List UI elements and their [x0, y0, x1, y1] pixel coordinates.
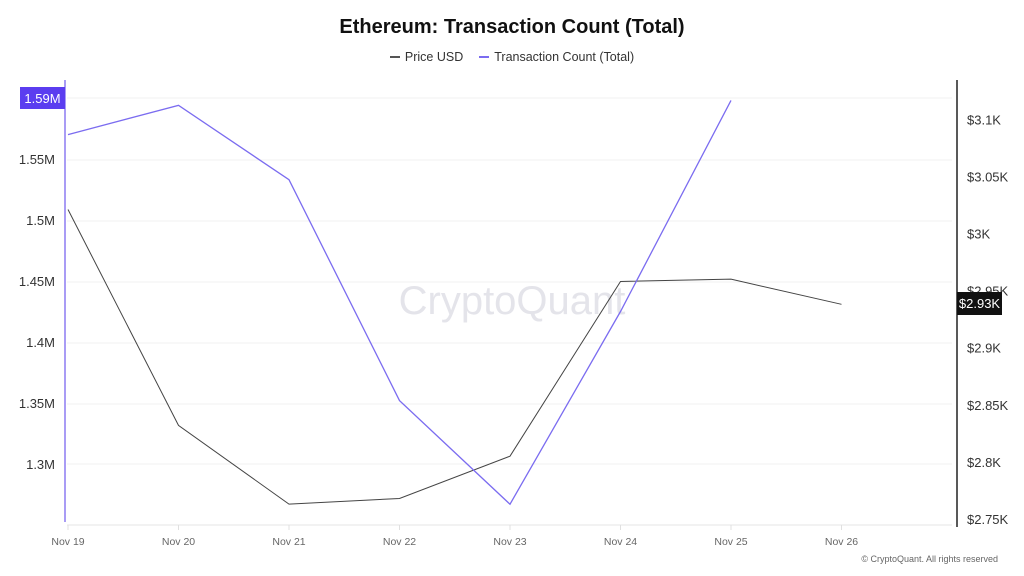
- legend-item-price[interactable]: Price USD: [389, 50, 464, 64]
- left-current-value-tag: 1.59M: [20, 87, 65, 109]
- legend-item-tx-count[interactable]: Transaction Count (Total): [479, 50, 634, 64]
- left-axis-tick-label: 1.4M: [26, 335, 55, 350]
- right-axis-tick-label: $2.9K: [967, 341, 1001, 356]
- x-axis-tick-label: Nov 25: [714, 536, 747, 548]
- legend-label-price: Price USD: [404, 50, 464, 64]
- x-axis-tick-label: Nov 20: [162, 536, 195, 548]
- right-axis-tick-label: $3.1K: [967, 112, 1001, 127]
- svg-text:$2.93K: $2.93K: [959, 296, 1001, 311]
- x-axis-tick-label: Nov 22: [383, 536, 416, 548]
- left-axis-tick-label: 1.45M: [19, 274, 55, 289]
- watermark-logo: CryptoQuant: [399, 279, 626, 323]
- transaction-count-line[interactable]: [67, 100, 732, 506]
- copyright-text: © CryptoQuant. All rights reserved: [861, 554, 998, 564]
- chart-legend: Price USD Transaction Count (Total): [0, 50, 1024, 64]
- legend-label-tx-count: Transaction Count (Total): [494, 50, 635, 64]
- legend-swatch-price: [389, 56, 400, 58]
- x-axis-tick-label: Nov 26: [825, 536, 858, 548]
- left-axis-tick-label: 1.3M: [26, 457, 55, 472]
- right-axis-tick-label: $3K: [967, 227, 990, 242]
- right-current-value-tag: $2.93K: [957, 292, 1002, 315]
- legend-swatch-tx-count: [479, 56, 490, 58]
- x-axis-tick-label: Nov 21: [272, 536, 305, 548]
- price-usd-line[interactable]: [67, 209, 842, 505]
- right-axis-tick-label: $3.05K: [967, 169, 1009, 184]
- left-axis-tick-label: 1.55M: [19, 152, 55, 167]
- x-axis-tick-label: Nov 24: [604, 536, 637, 548]
- right-axis-tick-label: $2.75K: [967, 512, 1009, 527]
- right-axis-tick-label: $2.8K: [967, 455, 1001, 470]
- chart-title: Ethereum: Transaction Count (Total): [339, 16, 685, 38]
- left-axis-tick-label: 1.35M: [19, 396, 55, 411]
- left-axis-tick-label: 1.5M: [26, 213, 55, 228]
- right-axis-tick-label: $2.85K: [967, 398, 1009, 413]
- x-axis-tick-label: Nov 19: [51, 536, 84, 548]
- x-axis-tick-label: Nov 23: [493, 536, 526, 548]
- svg-text:1.59M: 1.59M: [24, 91, 60, 106]
